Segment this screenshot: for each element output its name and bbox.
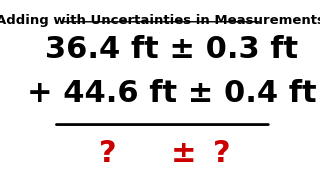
Text: Adding with Uncertainties in Measurements: Adding with Uncertainties in Measurement… <box>0 14 320 27</box>
Text: ?: ? <box>212 139 230 168</box>
Text: ?: ? <box>99 139 117 168</box>
Text: ±: ± <box>171 139 196 168</box>
Text: + 44.6 ft ± 0.4 ft: + 44.6 ft ± 0.4 ft <box>27 79 316 108</box>
Text: 36.4 ft ± 0.3 ft: 36.4 ft ± 0.3 ft <box>45 35 298 64</box>
